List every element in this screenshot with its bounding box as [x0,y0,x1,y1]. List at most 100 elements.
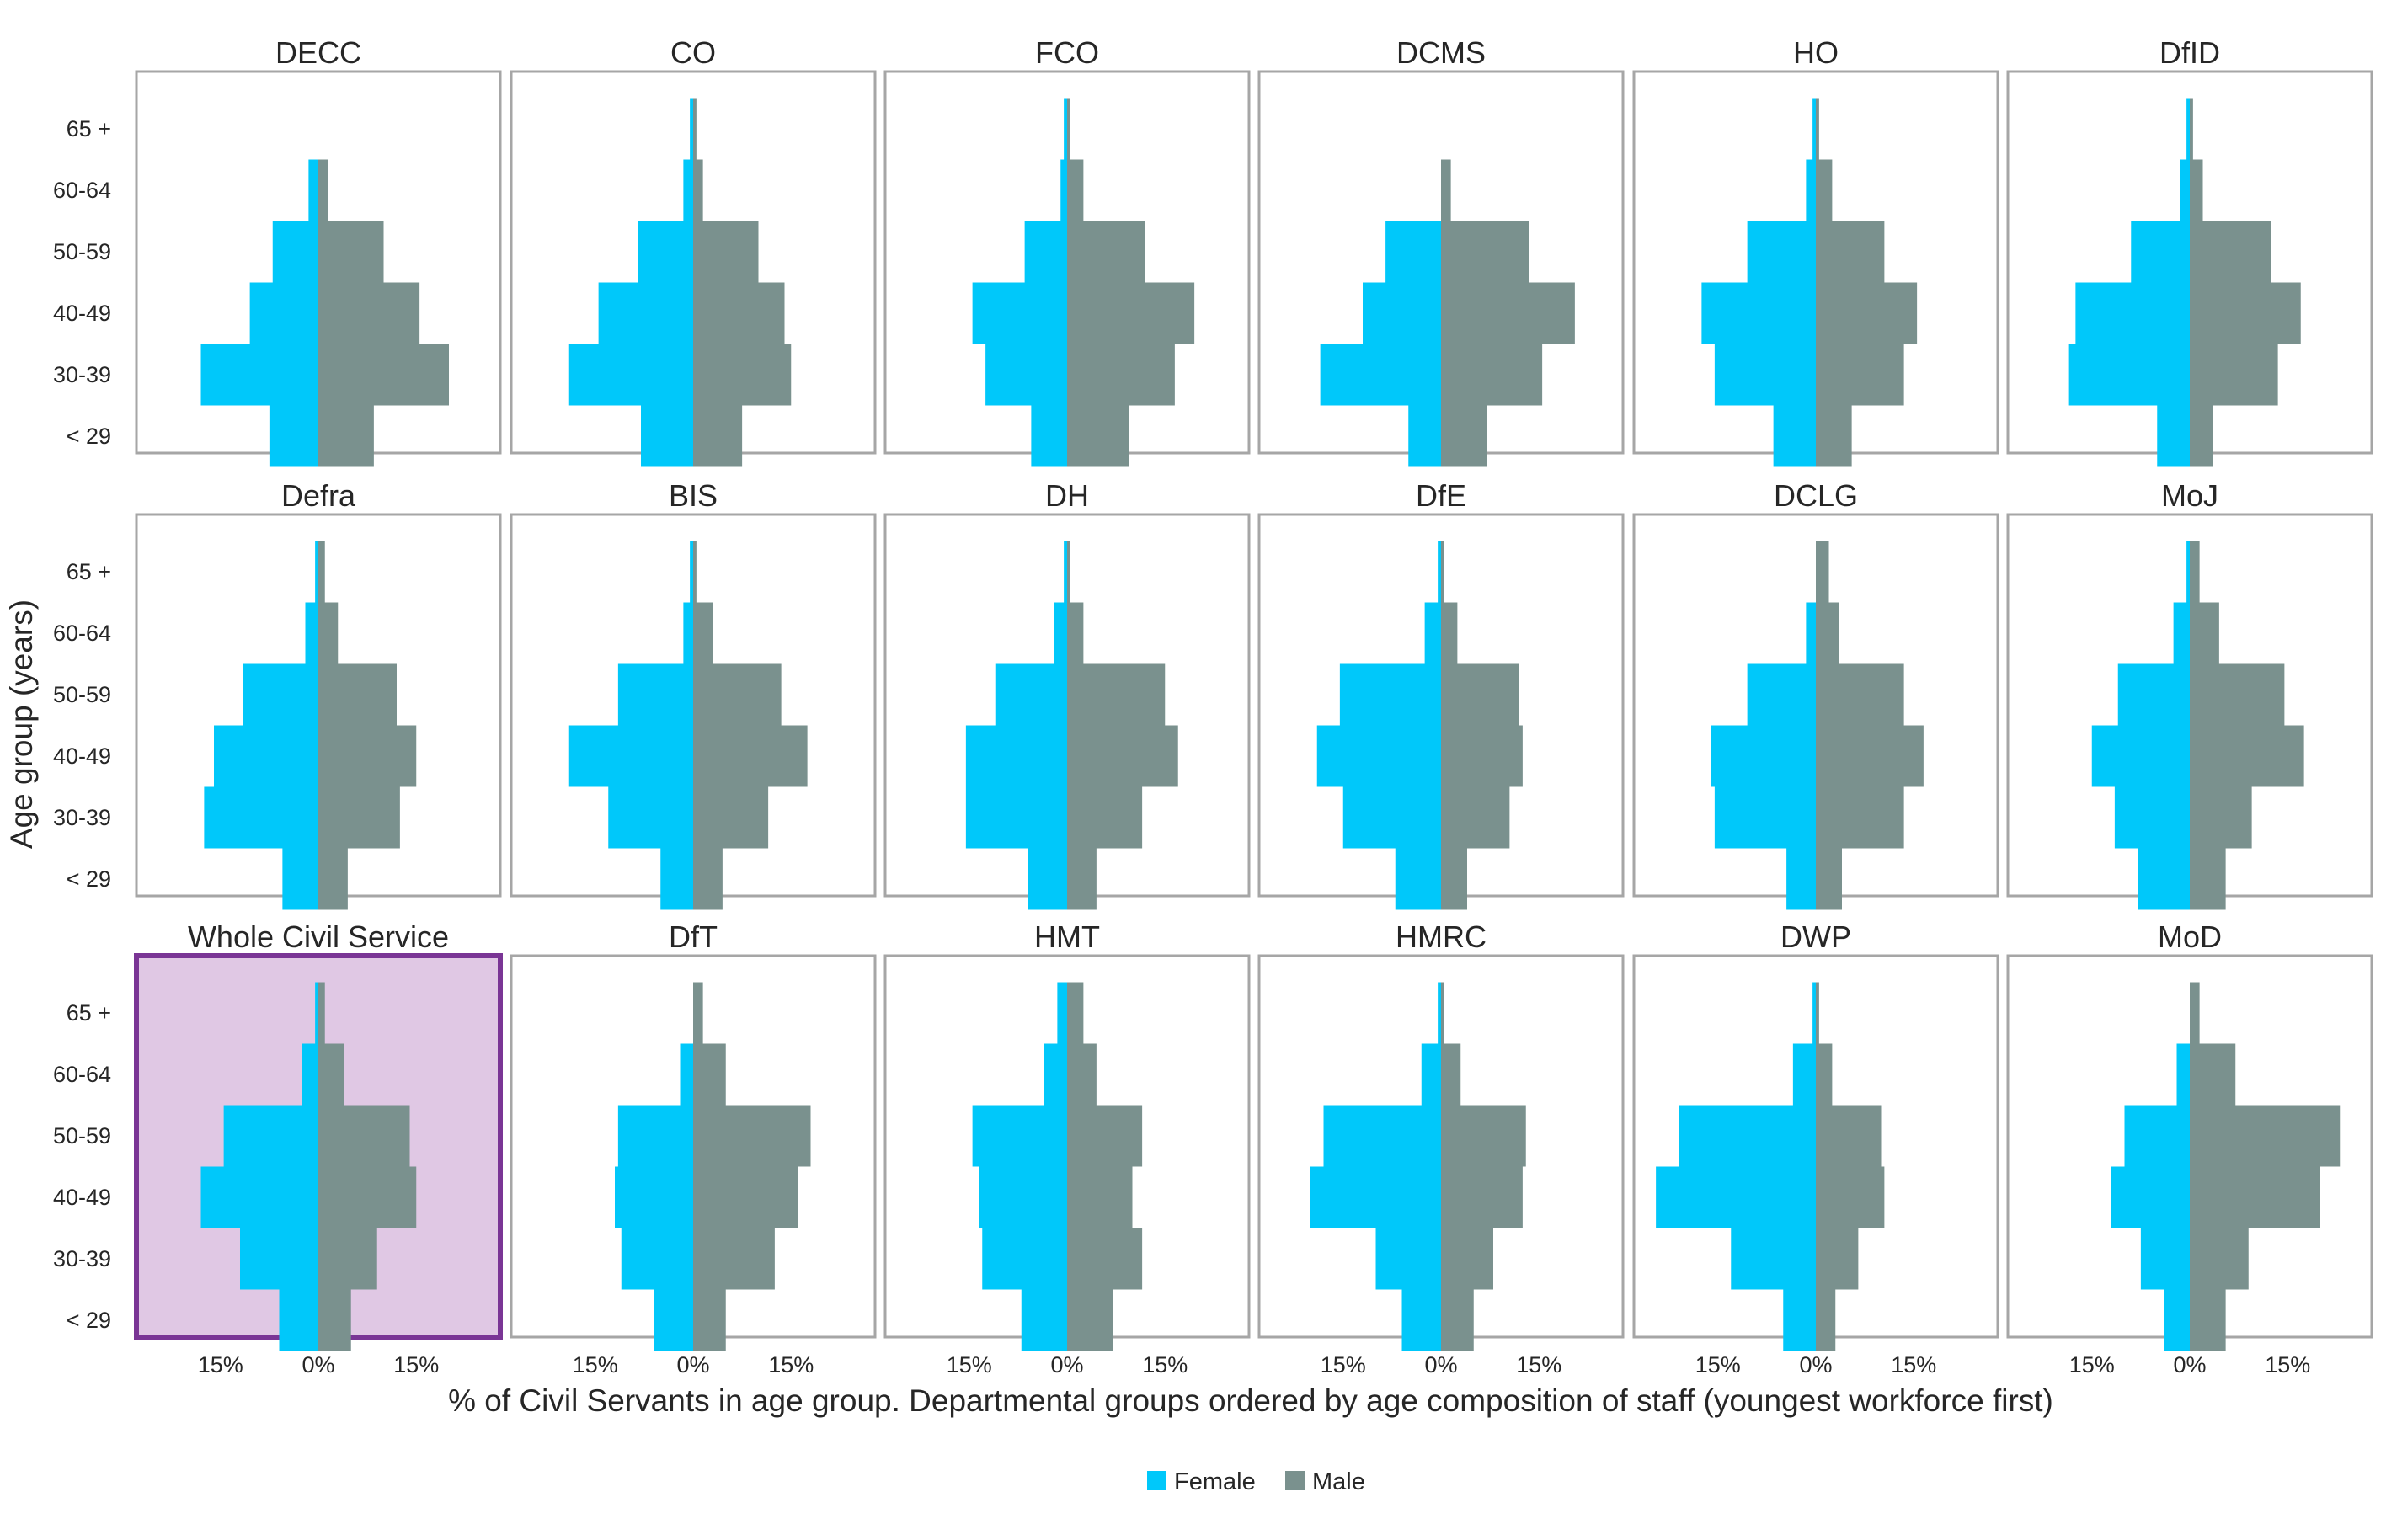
bar-female-dcms-2 [1363,282,1441,344]
bar-female-co-4 [683,159,693,221]
bar-female-dcms-3 [1385,221,1441,283]
bar-female-hmrc-0 [1401,1289,1441,1351]
bar-female-moj-0 [2138,848,2190,910]
bar-female-whole-civil-service-5 [315,982,318,1044]
bar-male-decc-4 [318,159,328,221]
panel-whole-civil-service: Whole Civil Service < 29 30-39 40-49 50-59 60… [53,919,503,1377]
bar-male-mod-1 [2190,1228,2249,1290]
bar-male-dcms-4 [1441,159,1451,221]
bar-male-dft-1 [693,1228,775,1290]
bar-male-dfe-1 [1441,786,1510,849]
bar-female-fco-4 [1060,159,1067,221]
panel-title: DH [1045,478,1089,513]
panel-dfe: DfE [1257,478,1625,910]
bar-male-fco-2 [1067,282,1195,344]
panels-layer: DECC < 29 30-39 40-49 50-59 60-64 65 + CO FCO DCM… [53,35,2373,1377]
bar-female-ho-3 [1747,221,1816,283]
bar-female-ho-5 [1812,98,1816,160]
x-tick-label: 15% [1321,1352,1366,1377]
bar-male-dft-0 [693,1289,726,1351]
bar-male-moj-3 [2190,663,2285,726]
bar-male-co-2 [693,282,785,344]
bar-female-decc-3 [272,221,318,283]
bar-female-co-3 [638,221,693,283]
bar-female-bis-4 [683,602,693,664]
bar-male-mod-2 [2190,1166,2320,1228]
bar-male-dh-3 [1067,663,1166,726]
y-tick-label: 40-49 [53,301,111,326]
bar-female-ho-2 [1701,282,1816,344]
bar-male-hmt-0 [1067,1289,1113,1351]
bar-male-bis-1 [693,786,769,849]
bar-male-dwp-4 [1816,1043,1833,1106]
bar-male-dcms-2 [1441,282,1575,344]
bar-female-dft-2 [615,1166,693,1228]
bar-female-bis-3 [617,663,693,726]
bar-male-whole-civil-service-5 [318,982,325,1044]
bar-male-fco-1 [1067,344,1175,406]
y-tick-label: 40-49 [53,743,111,769]
x-tick-label: 0% [1424,1352,1457,1377]
bar-male-dfe-5 [1441,541,1444,603]
x-tick-label: 0% [1799,1352,1832,1377]
bar-male-co-1 [693,344,792,406]
bar-male-dclg-1 [1816,786,1904,849]
y-tick-label: < 29 [67,866,111,892]
panel-dh: DH [883,478,1251,910]
panel-title: Defra [281,478,356,513]
panel-title: DWP [1780,919,1851,954]
x-tick-label: 15% [393,1352,439,1377]
bar-female-defra-1 [204,786,318,849]
panel-dfid: DfID [2006,35,2373,467]
bar-female-dh-0 [1028,848,1067,910]
panel-bis: BIS [510,478,877,910]
bar-male-ho-0 [1816,405,1852,467]
y-tick-label: 60-64 [53,621,111,646]
panel-title: CO [670,35,716,70]
bar-male-mod-4 [2190,1043,2236,1106]
bar-female-dwp-3 [1679,1105,1816,1167]
bar-female-bis-0 [660,848,693,910]
bar-male-decc-3 [318,221,384,283]
bar-male-dft-5 [693,982,703,1044]
panel-dclg: DCLG [1632,478,1999,910]
bar-female-dh-1 [965,786,1067,849]
bar-male-dfid-0 [2190,405,2213,467]
legend: Female Male [1147,1468,1365,1495]
bar-male-bis-5 [693,541,697,603]
bar-male-dh-5 [1067,541,1070,603]
bar-female-dfe-4 [1424,602,1441,664]
bar-male-dft-2 [693,1166,798,1228]
bar-male-hmt-3 [1067,1105,1143,1167]
bar-male-co-3 [693,221,759,283]
bar-female-whole-civil-service-2 [200,1166,318,1228]
panel-title: DfID [2159,35,2220,70]
bar-male-hmrc-1 [1441,1228,1493,1290]
y-tick-label: 60-64 [53,1062,111,1087]
bar-male-hmt-4 [1067,1043,1097,1106]
bar-female-dfe-2 [1316,725,1441,787]
bar-male-dwp-0 [1816,1289,1836,1351]
x-axis-title: % of Civil Servants in age group. Depart… [448,1383,2053,1418]
bar-female-ho-4 [1806,159,1816,221]
bar-male-defra-0 [318,848,348,910]
bar-male-defra-5 [318,541,325,603]
bar-female-hmrc-4 [1421,1043,1441,1106]
bar-male-mod-3 [2190,1105,2341,1167]
bar-male-moj-0 [2190,848,2226,910]
bar-female-defra-3 [243,663,318,726]
bar-female-mod-0 [2164,1289,2190,1351]
bar-male-ho-3 [1816,221,1885,283]
y-tick-label: 50-59 [53,682,111,707]
panel-title: BIS [669,478,718,513]
bar-female-fco-2 [972,282,1067,344]
x-tick-label: 0% [676,1352,709,1377]
bar-male-whole-civil-service-3 [318,1105,410,1167]
panel-title: DCLG [1774,478,1858,513]
panel-co: CO [510,35,877,467]
panel-title: MoJ [2161,478,2218,513]
bar-female-co-1 [568,344,693,406]
y-tick-label: 65 + [67,116,111,141]
bar-male-whole-civil-service-4 [318,1043,344,1106]
bar-male-defra-1 [318,786,400,849]
